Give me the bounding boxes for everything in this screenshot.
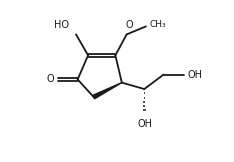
Text: HO: HO — [54, 20, 69, 30]
Polygon shape — [93, 83, 122, 99]
Text: O: O — [125, 20, 133, 30]
Text: O: O — [46, 74, 54, 84]
Text: CH₃: CH₃ — [150, 20, 167, 29]
Text: OH: OH — [137, 119, 152, 129]
Text: OH: OH — [187, 69, 202, 80]
